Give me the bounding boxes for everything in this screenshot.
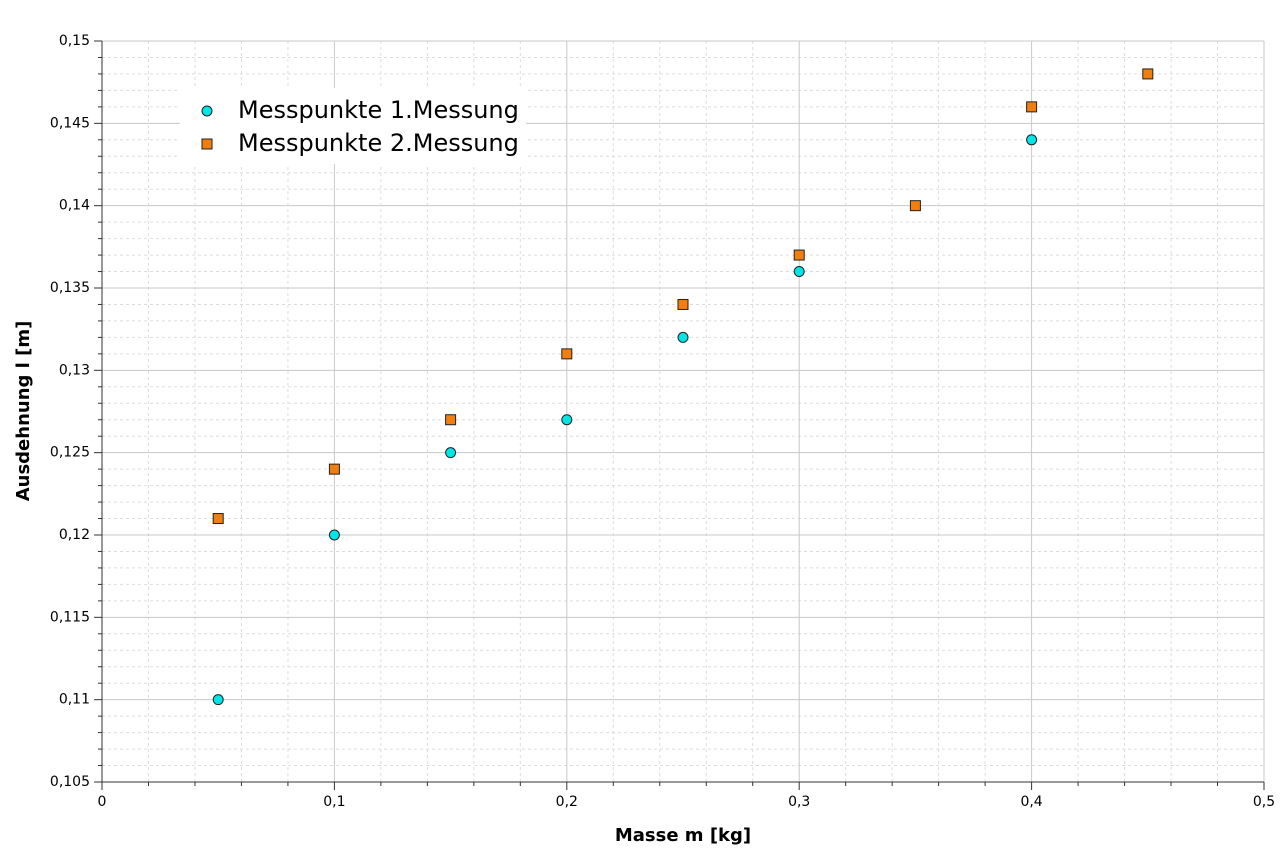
point bbox=[212, 694, 224, 706]
point bbox=[445, 414, 457, 426]
y-tick-label: 0,135 bbox=[50, 280, 90, 296]
point bbox=[677, 331, 689, 343]
legend-box bbox=[180, 88, 526, 164]
y-tick-label: 0,14 bbox=[59, 198, 90, 214]
y-tick-label: 0,105 bbox=[50, 774, 90, 790]
point bbox=[677, 298, 689, 310]
x-tick-label: 0,5 bbox=[1253, 794, 1275, 810]
y-tick-label: 0,12 bbox=[59, 527, 90, 543]
y-tick-label: 0,13 bbox=[59, 362, 90, 378]
x-tick-label: 0 bbox=[98, 794, 107, 810]
y-tick-label: 0,11 bbox=[59, 692, 90, 708]
point bbox=[793, 266, 805, 278]
point bbox=[328, 463, 340, 475]
x-tick-label: 0,3 bbox=[788, 794, 810, 810]
legend-label: Messpunkte 2.Messung bbox=[238, 129, 519, 157]
point bbox=[561, 348, 573, 360]
y-tick-label: 0,145 bbox=[50, 115, 90, 131]
y-tick-label: 0,115 bbox=[50, 609, 90, 625]
point bbox=[561, 414, 573, 426]
y-tick-label: 0,15 bbox=[59, 33, 90, 49]
point bbox=[909, 200, 921, 212]
point bbox=[1026, 101, 1038, 113]
y-tick-label: 0,125 bbox=[50, 445, 90, 461]
point bbox=[1026, 134, 1038, 146]
legend-label: Messpunkte 1.Messung bbox=[238, 96, 519, 124]
x-tick-label: 0,2 bbox=[556, 794, 578, 810]
x-tick-label: 0,1 bbox=[323, 794, 345, 810]
x-axis-label: Masse m [kg] bbox=[615, 825, 751, 846]
point bbox=[212, 513, 224, 525]
point bbox=[793, 249, 805, 261]
point bbox=[445, 447, 457, 459]
y-axis-label: Ausdehnung l [m] bbox=[13, 321, 34, 502]
legend-marker bbox=[201, 105, 213, 117]
legend-marker bbox=[201, 138, 213, 150]
point bbox=[1142, 68, 1154, 80]
x-tick-label: 0,4 bbox=[1020, 794, 1042, 810]
point bbox=[328, 529, 340, 541]
